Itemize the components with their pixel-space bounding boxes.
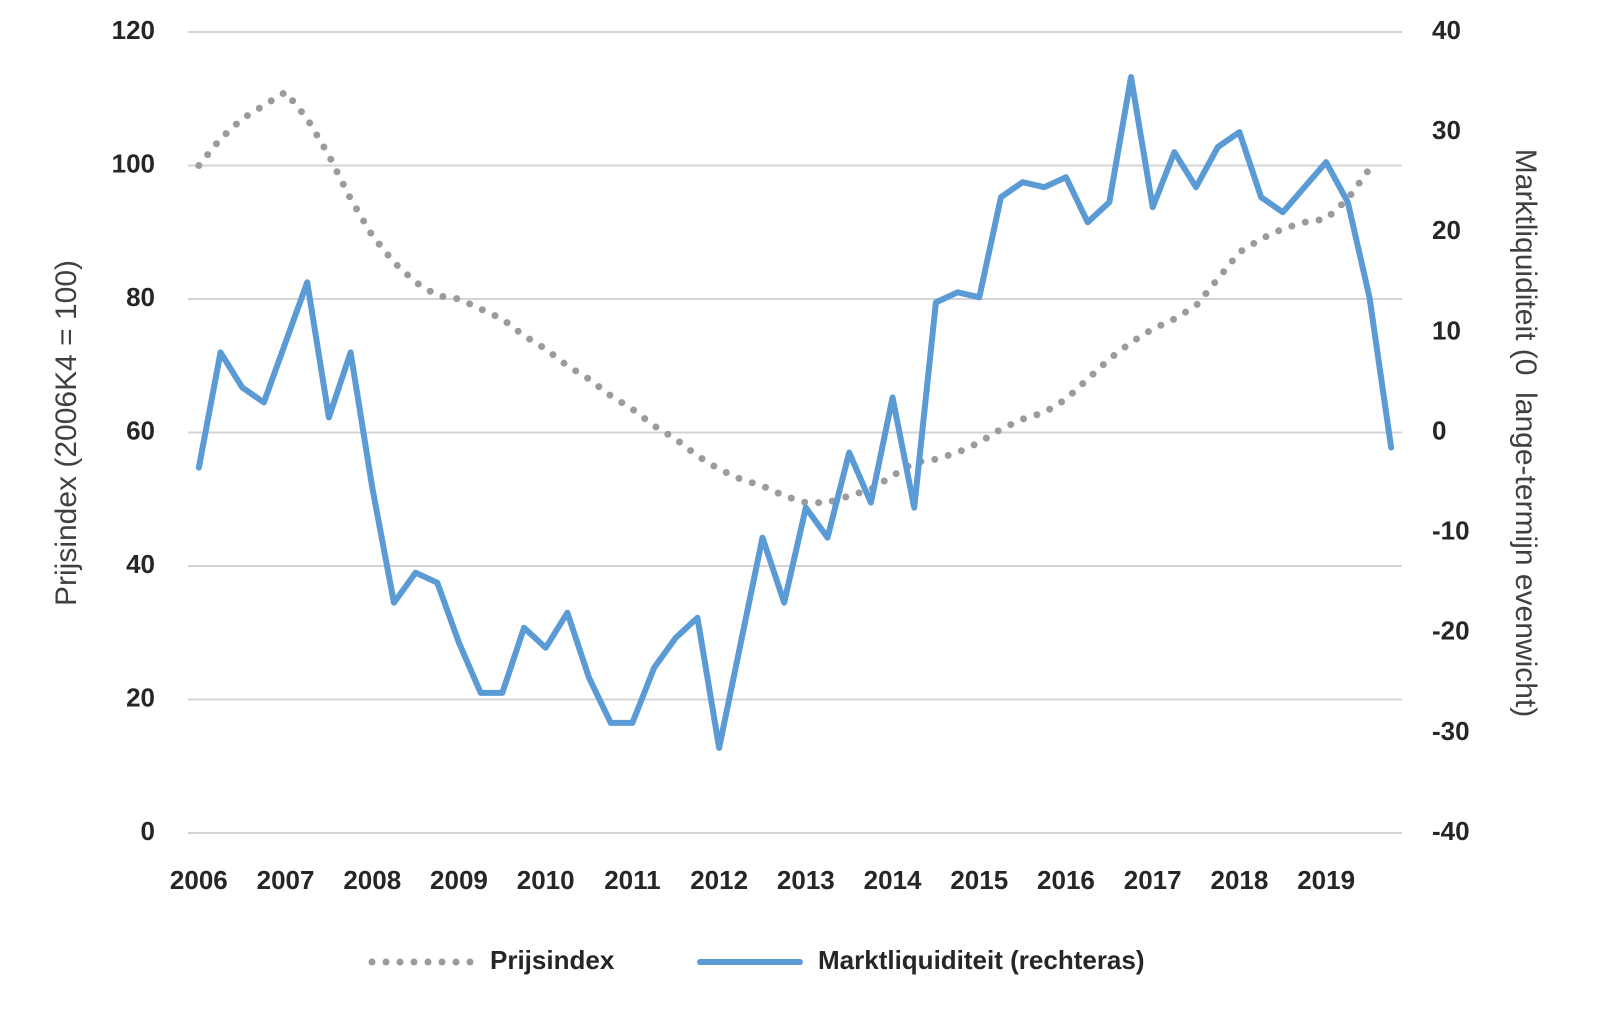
x-tick-label: 2012 [690,865,748,895]
legend-label: Marktliquiditeit (rechteras) [818,945,1145,975]
x-tick-label: 2013 [777,865,835,895]
x-tick-label: 2019 [1297,865,1355,895]
y2-tick-label: 0 [1432,415,1446,445]
x-tick-label: 2014 [864,865,922,895]
y2-tick-label: -10 [1432,516,1470,546]
x-tick-label: 2006 [170,865,228,895]
legend-label: Prijsindex [490,945,615,975]
y-tick-label: 20 [126,682,155,712]
x-tick-label: 2007 [257,865,315,895]
series-line [195,87,1373,507]
y2-tick-label: 10 [1432,315,1461,345]
y2-axis-title: Marktliquiditeit (0 lange-termijn evenwi… [1509,149,1542,718]
y2-tick-label: -30 [1432,716,1470,746]
x-tick-label: 2017 [1124,865,1182,895]
y2-tick-label: 20 [1432,215,1461,245]
y2-tick-label: 30 [1432,115,1461,145]
y-tick-label: 120 [112,15,155,45]
x-tick-label: 2009 [430,865,488,895]
y-tick-label: 60 [126,415,155,445]
x-tick-label: 2008 [343,865,401,895]
series-line [195,74,1395,751]
x-tick-label: 2018 [1210,865,1268,895]
y-tick-label: 100 [112,148,155,178]
y2-tick-label: -20 [1432,616,1470,646]
x-tick-label: 2010 [517,865,575,895]
y-tick-label: 80 [126,282,155,312]
x-tick-label: 2016 [1037,865,1095,895]
y2-tick-label: -40 [1432,816,1470,846]
y2-tick-label: 40 [1432,15,1461,45]
x-tick-label: 2015 [950,865,1008,895]
y-axis-title: Prijsindex (2006K4 = 100) [50,260,83,606]
y-tick-label: 0 [141,816,155,846]
y-tick-label: 40 [126,549,155,579]
x-tick-label: 2011 [604,865,660,895]
